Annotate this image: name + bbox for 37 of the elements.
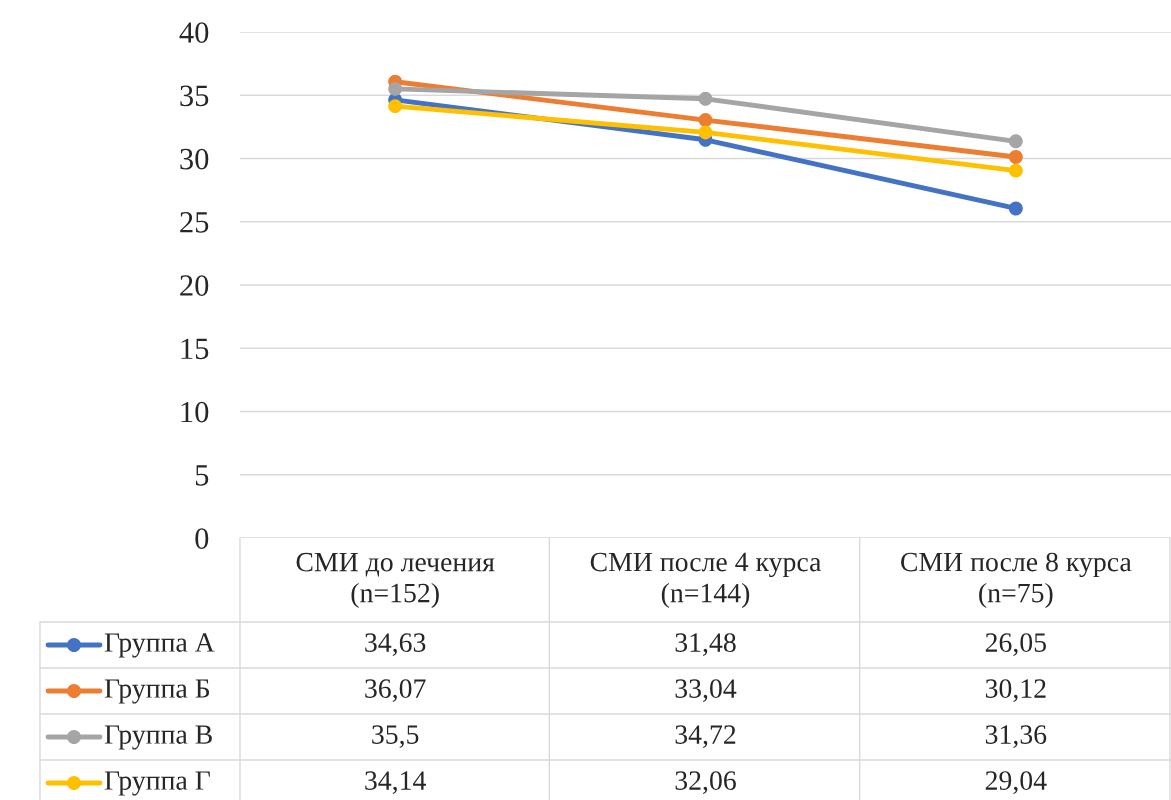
data-label: 26,05 bbox=[985, 633, 1046, 656]
legend-label: Группа Б bbox=[104, 679, 210, 704]
data-label: 34,63 bbox=[365, 633, 426, 656]
x-tick-label: СМИ после 4 курса (n=144) bbox=[590, 552, 822, 609]
legend-label: Группа В bbox=[104, 725, 212, 750]
point bbox=[698, 91, 713, 106]
y-tick-label: 5 bbox=[195, 465, 209, 486]
data-label: 36,07 bbox=[365, 679, 426, 702]
point bbox=[698, 113, 713, 127]
legend-label: Группа А bbox=[104, 633, 215, 658]
data-label: 31,48 bbox=[675, 633, 736, 656]
data-label: 34,14 bbox=[365, 771, 426, 794]
y-tick-label: 15 bbox=[181, 338, 209, 360]
point bbox=[1008, 134, 1023, 149]
y-tick-label: 20 bbox=[180, 275, 209, 296]
point bbox=[1008, 150, 1023, 164]
point bbox=[388, 81, 403, 96]
point bbox=[1008, 163, 1023, 178]
y-tick-label: 0 bbox=[195, 528, 209, 549]
data-label: 35,5 bbox=[372, 725, 419, 748]
data-label: 30,12 bbox=[985, 679, 1046, 702]
y-tick-label: 10 bbox=[181, 401, 209, 423]
x-tick-label: СМИ после 8 курса (n=75) bbox=[901, 552, 1132, 609]
legend-label: Группа Г bbox=[104, 771, 210, 796]
y-tick-label: 40 bbox=[179, 22, 209, 43]
x-tick-label: СМИ до лечения (n=152) bbox=[296, 552, 495, 609]
point bbox=[1008, 201, 1023, 216]
y-tick-label: 25 bbox=[180, 212, 209, 233]
y-tick-label: 35 bbox=[180, 85, 209, 107]
y-tick-label: 30 bbox=[180, 148, 209, 170]
point bbox=[698, 125, 713, 140]
data-label: 31,36 bbox=[985, 725, 1047, 748]
data-label: 34,72 bbox=[675, 725, 736, 748]
data-label: 32,06 bbox=[675, 771, 736, 794]
point bbox=[388, 99, 403, 114]
data-label: 33,04 bbox=[675, 679, 737, 702]
data-label: 29,04 bbox=[985, 771, 1047, 794]
